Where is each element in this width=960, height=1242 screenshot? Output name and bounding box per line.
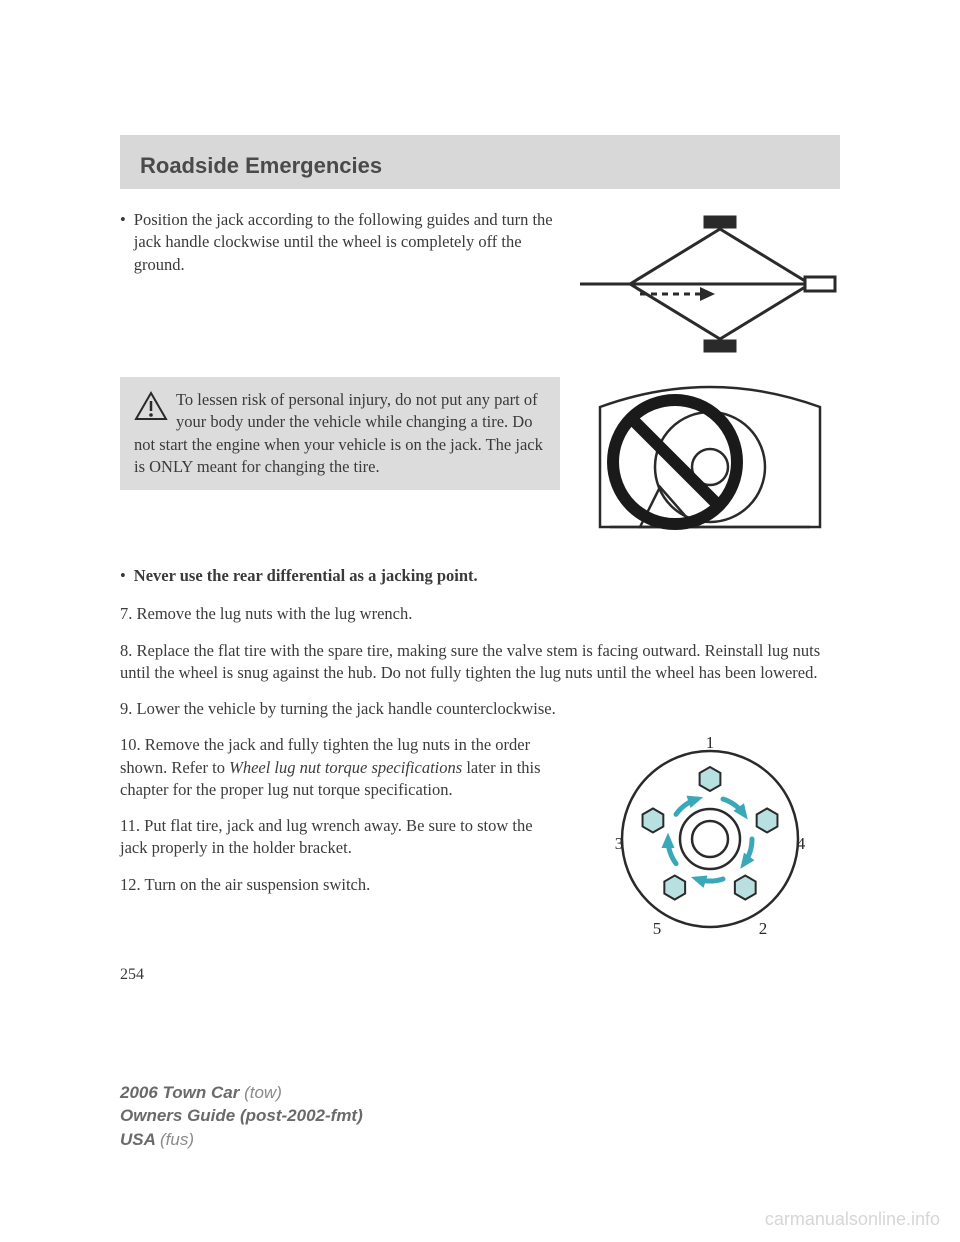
- footer-code2: (fus): [160, 1130, 194, 1149]
- lug-label-3: 3: [615, 834, 624, 853]
- step-10: 10. Remove the jack and fully tighten th…: [120, 734, 560, 801]
- lug-label-1: 1: [706, 734, 715, 752]
- footer-region: USA: [120, 1130, 160, 1149]
- lug-label-4: 4: [797, 834, 806, 853]
- step-7: 7. Remove the lug nuts with the lug wren…: [120, 603, 840, 625]
- page-number: 254: [120, 966, 840, 984]
- step-11: 11. Put flat tire, jack and lug wrench a…: [120, 815, 560, 860]
- footer-code1: (tow): [244, 1083, 282, 1102]
- footer-guide: Owners Guide (post-2002-fmt): [120, 1106, 363, 1125]
- jack-illustration: [580, 209, 840, 359]
- warning-box: To lessen risk of personal injury, do no…: [120, 377, 560, 490]
- warning-icon: [134, 391, 168, 421]
- warning-text: To lessen risk of personal injury, do no…: [134, 390, 543, 476]
- lugnut-diagram: 1 4 3 2 5: [580, 734, 840, 944]
- watermark: carmanualsonline.info: [765, 1209, 940, 1230]
- footer-model: 2006 Town Car: [120, 1083, 244, 1102]
- step-12: 12. Turn on the air suspension switch.: [120, 874, 560, 896]
- bullet-text-bold: Never use the rear differential as a jac…: [134, 565, 478, 587]
- lug-label-2: 2: [759, 919, 768, 938]
- section-title: Roadside Emergencies: [140, 153, 820, 179]
- bullet-dot: •: [120, 209, 126, 276]
- no-underbody-illustration: [580, 377, 840, 547]
- bullet-position-jack: • Position the jack according to the fol…: [120, 209, 560, 276]
- bullet-text: Position the jack according to the follo…: [134, 209, 560, 276]
- bullet-rear-diff: • Never use the rear differential as a j…: [120, 565, 840, 587]
- footer: 2006 Town Car (tow) Owners Guide (post-2…: [120, 1081, 363, 1152]
- bullet-dot: •: [120, 565, 126, 587]
- step-9: 9. Lower the vehicle by turning the jack…: [120, 698, 840, 720]
- step-10-italic: Wheel lug nut torque specifications: [229, 758, 462, 777]
- step-8: 8. Replace the flat tire with the spare …: [120, 640, 840, 685]
- lug-label-5: 5: [653, 919, 662, 938]
- section-header: Roadside Emergencies: [120, 135, 840, 189]
